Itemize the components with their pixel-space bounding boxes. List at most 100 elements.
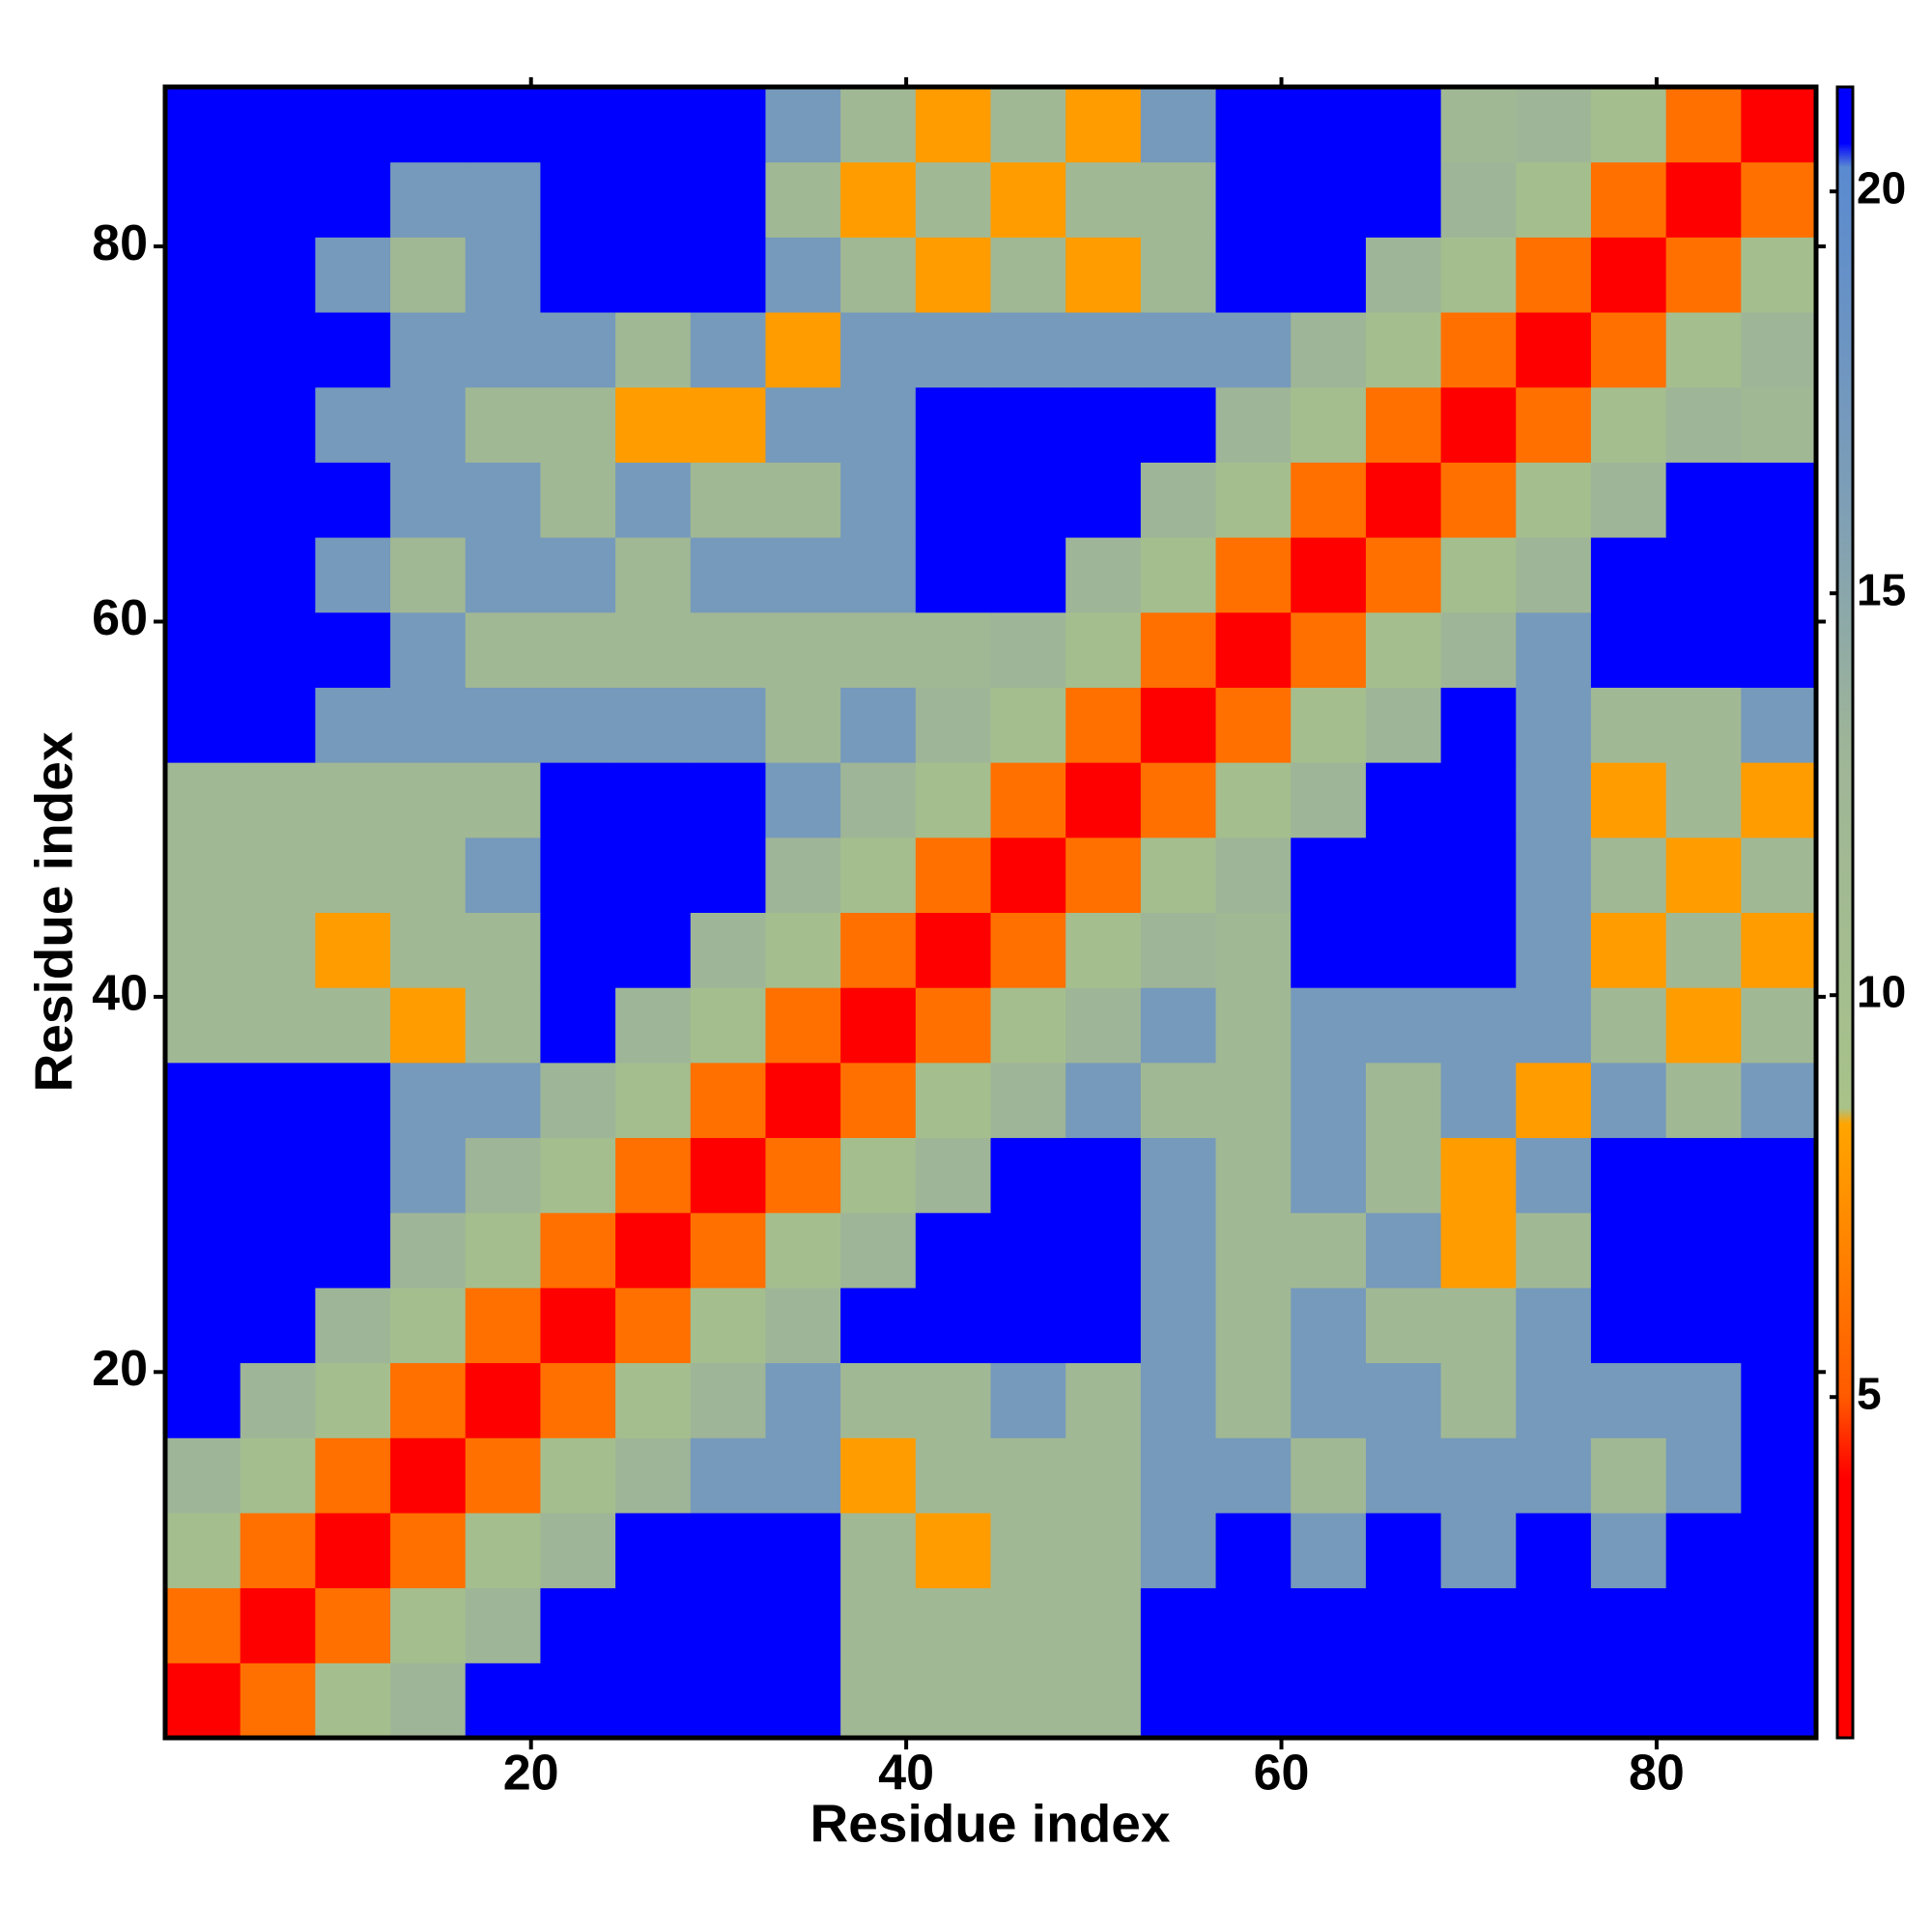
cell	[240, 1212, 316, 1289]
cell	[240, 611, 316, 688]
cell	[840, 1287, 917, 1364]
cell	[240, 687, 316, 763]
cell	[1365, 912, 1442, 988]
cell	[540, 762, 616, 838]
y-tick-label: 20	[92, 1341, 148, 1397]
cell	[1440, 687, 1517, 763]
cell	[1516, 312, 1592, 388]
cell	[390, 237, 467, 313]
cell	[165, 611, 242, 688]
cell	[1665, 1137, 1742, 1213]
cell	[990, 987, 1066, 1064]
cell	[840, 1362, 917, 1438]
cell	[915, 462, 991, 538]
cell	[1215, 1062, 1292, 1139]
cell	[1665, 1512, 1742, 1589]
cell	[465, 687, 541, 763]
cell	[1665, 837, 1742, 913]
cell	[1215, 912, 1292, 988]
cell	[1590, 537, 1667, 613]
cell	[540, 611, 616, 688]
cell	[990, 762, 1066, 838]
cell	[1365, 161, 1442, 238]
heatmap	[165, 87, 1817, 1739]
cell	[690, 87, 766, 163]
cell	[765, 987, 841, 1064]
cell	[1140, 87, 1217, 163]
cell	[1140, 537, 1217, 613]
cell	[165, 987, 242, 1064]
cell	[915, 161, 991, 238]
cell	[1665, 312, 1742, 388]
cell	[915, 687, 991, 763]
cell	[540, 312, 616, 388]
cell	[1140, 762, 1217, 838]
cell	[1365, 1062, 1442, 1139]
cell	[390, 386, 467, 463]
cell	[840, 1437, 917, 1514]
cell	[540, 462, 616, 538]
cell	[165, 1362, 242, 1438]
cell	[1140, 1212, 1217, 1289]
cell	[315, 462, 391, 538]
cell	[390, 312, 467, 388]
cell	[1365, 1437, 1442, 1514]
cell	[615, 237, 692, 313]
cell	[240, 237, 316, 313]
cell	[1140, 1512, 1217, 1589]
cell	[990, 537, 1066, 613]
cell	[1516, 87, 1592, 163]
cell	[1140, 1362, 1217, 1438]
cell	[1440, 1512, 1517, 1589]
cell	[1065, 1287, 1142, 1364]
cell	[465, 237, 541, 313]
cell	[1440, 1137, 1517, 1213]
cell	[990, 386, 1066, 463]
cell	[915, 237, 991, 313]
cell	[840, 1587, 917, 1663]
x-tick-label: 60	[1254, 1746, 1310, 1802]
cell	[465, 161, 541, 238]
cell	[990, 687, 1066, 763]
cell	[1065, 537, 1142, 613]
cell	[990, 1062, 1066, 1139]
cell	[1590, 1587, 1667, 1663]
cell	[390, 1062, 467, 1139]
cell	[1215, 1662, 1292, 1739]
cell	[1590, 1137, 1667, 1213]
cell	[1590, 462, 1667, 538]
cell	[1215, 1362, 1292, 1438]
cell	[840, 1662, 917, 1739]
cell	[1140, 161, 1217, 238]
cell	[1440, 161, 1517, 238]
cell	[540, 1287, 616, 1364]
cell	[1516, 386, 1592, 463]
cell	[1590, 87, 1667, 163]
cell	[1065, 837, 1142, 913]
cell	[1741, 1212, 1817, 1289]
cell	[165, 1662, 242, 1739]
colorbar-tick-label: 20	[1857, 162, 1906, 213]
cell	[240, 312, 316, 388]
cell	[765, 1512, 841, 1589]
cell	[990, 87, 1066, 163]
cell	[465, 1587, 541, 1663]
cell	[990, 1137, 1066, 1213]
cell	[1665, 1212, 1742, 1289]
cell	[1665, 462, 1742, 538]
cell	[1291, 386, 1367, 463]
cell	[615, 987, 692, 1064]
cell	[1516, 1362, 1592, 1438]
cell	[1365, 1137, 1442, 1213]
cell	[1215, 312, 1292, 388]
cell	[1665, 237, 1742, 313]
cell	[1741, 386, 1817, 463]
cell	[1065, 1512, 1142, 1589]
cell	[1215, 87, 1292, 163]
cell	[990, 912, 1066, 988]
cell	[465, 1362, 541, 1438]
cell	[690, 687, 766, 763]
cell	[840, 161, 917, 238]
cell	[1440, 1587, 1517, 1663]
cell	[1140, 1587, 1217, 1663]
